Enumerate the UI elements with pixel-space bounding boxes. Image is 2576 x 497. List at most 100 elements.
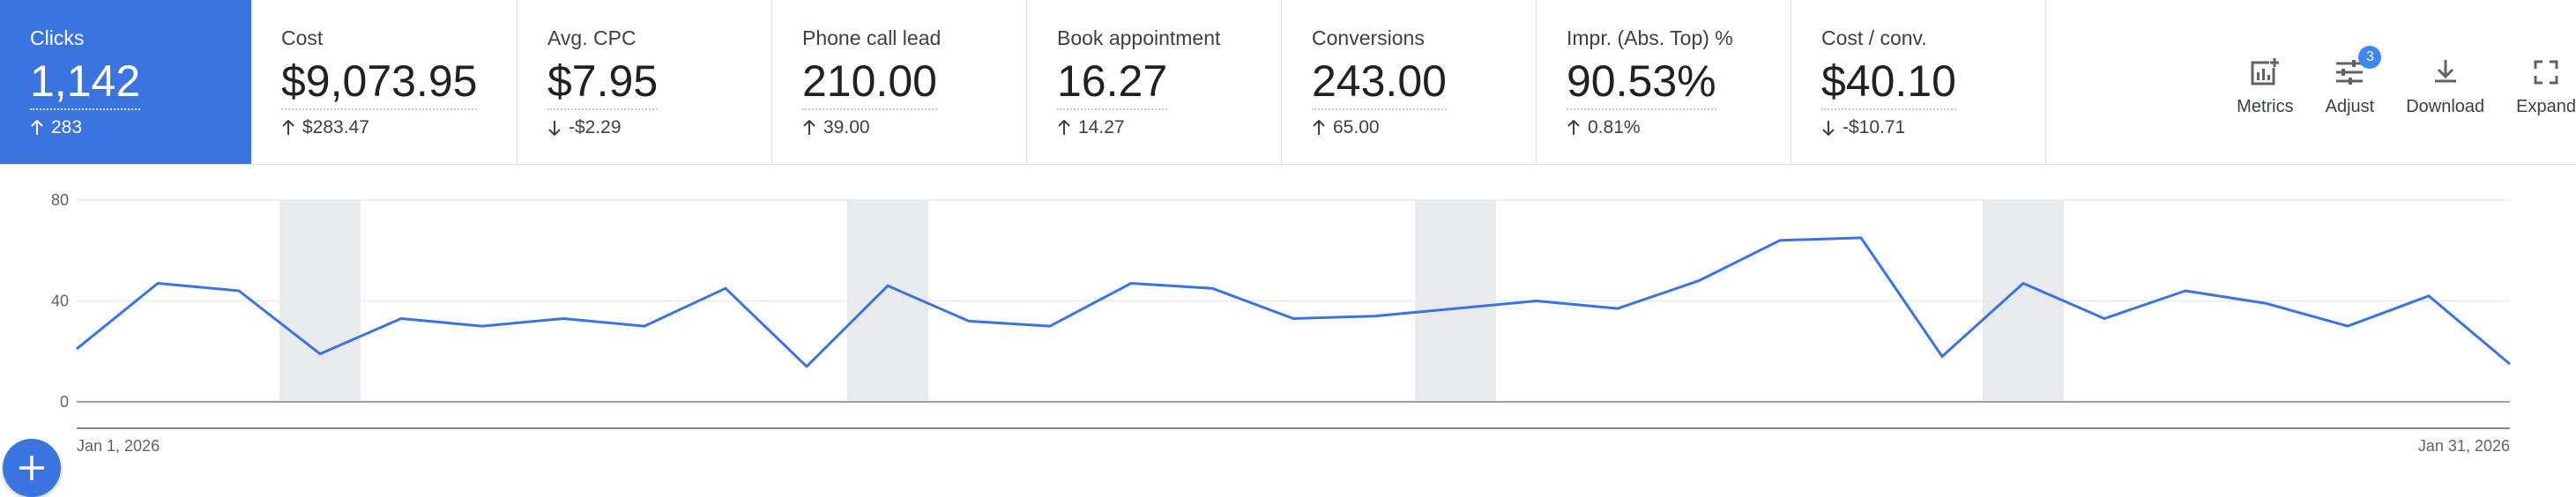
y-tick-label: 40 [51, 293, 69, 310]
x-end-label: Jan 31, 2026 [2418, 437, 2510, 455]
metric-delta: -$10.71 [1821, 117, 2045, 138]
data-point[interactable] [2020, 279, 2027, 286]
metric-delta-value: -$10.71 [1843, 117, 1906, 137]
metric-label: Cost / conv. [1821, 26, 1927, 49]
metric-bar: Clicks 1,142 283 Cost $9,073.95 $283.47 … [0, 0, 2576, 165]
metric-delta-value: 39.00 [823, 117, 870, 137]
metric-label: Conversions [1312, 26, 1425, 49]
data-point[interactable] [2263, 300, 2270, 307]
data-point[interactable] [235, 287, 242, 294]
metric-delta-value: 283 [51, 117, 83, 137]
arrow-up-icon [1567, 120, 1580, 135]
data-point[interactable] [560, 315, 567, 323]
expand-label: Expand [2516, 97, 2576, 116]
series-line [76, 236, 2511, 368]
metric-value: 1,142 [30, 56, 141, 110]
arrow-up-icon [1058, 120, 1070, 135]
data-point[interactable] [1939, 352, 1946, 360]
data-point[interactable] [1614, 305, 1621, 312]
data-point[interactable] [2182, 287, 2189, 294]
arrow-up-icon [31, 120, 43, 135]
data-point[interactable] [316, 351, 324, 358]
metric-delta: -$2.29 [547, 117, 771, 138]
data-point[interactable] [803, 363, 810, 370]
metric-value: $9,073.95 [281, 56, 478, 110]
metric-delta: 14.27 [1057, 117, 1281, 138]
data-point[interactable] [1046, 323, 1053, 330]
metric-delta: 283 [30, 117, 251, 138]
metric-delta-value: $283.47 [302, 117, 369, 137]
expand-button[interactable]: Expand [2516, 53, 2576, 117]
data-point[interactable] [479, 323, 486, 330]
metric-delta: 39.00 [802, 117, 1026, 138]
metric-label: Cost [281, 26, 324, 49]
data-point[interactable] [1695, 278, 1702, 285]
metric-card-clicks[interactable]: Clicks 1,142 283 [0, 0, 251, 164]
data-point[interactable] [641, 323, 648, 330]
metric-card-conversions[interactable]: Conversions 243.00 65.00 [1282, 0, 1537, 164]
arrow-up-icon [803, 120, 815, 135]
y-tick-label: 0 [60, 393, 69, 411]
metric-value: 16.27 [1057, 56, 1168, 110]
metric-delta-value: 0.81% [1588, 117, 1641, 137]
data-point[interactable] [1533, 298, 1540, 305]
metric-value: 90.53% [1567, 56, 1716, 110]
data-point[interactable] [1858, 234, 1865, 241]
metric-delta-value: 65.00 [1333, 117, 1380, 137]
arrow-up-icon [1313, 120, 1325, 135]
data-point[interactable] [1128, 279, 1135, 286]
metric-value: $40.10 [1821, 56, 1956, 110]
metric-value: $7.95 [547, 56, 659, 110]
metric-label: Book appointment [1057, 26, 1221, 49]
data-point[interactable] [1371, 313, 1378, 320]
data-point[interactable] [154, 279, 161, 286]
data-point[interactable] [722, 285, 729, 292]
data-point[interactable] [1776, 237, 1783, 244]
data-point[interactable] [2506, 360, 2513, 367]
x-start-label: Jan 1, 2026 [77, 437, 160, 455]
arrow-down-icon [548, 121, 561, 136]
arrow-down-icon [1822, 121, 1835, 136]
chart-toolbar: Metrics 3 Adjust Download Exp [2237, 0, 2576, 164]
arrow-up-icon [282, 120, 294, 135]
metric-card-avg-cpc[interactable]: Avg. CPC $7.95 -$2.29 [517, 0, 772, 164]
data-point[interactable] [2425, 293, 2432, 300]
metric-label: Clicks [30, 26, 85, 49]
data-point[interactable] [965, 317, 972, 324]
metric-label: Impr. (Abs. Top) % [1567, 26, 1733, 49]
data-point[interactable] [73, 345, 80, 352]
metric-card-impr-abs-top[interactable]: Impr. (Abs. Top) % 90.53% 0.81% [1537, 0, 1791, 164]
metric-delta-value: -$2.29 [569, 117, 622, 137]
clicks-line-chart: 0 40 80 Jan 1, 2026 Jan 31, 2026 [51, 191, 2513, 455]
adjust-button[interactable]: 3 Adjust [2325, 46, 2382, 117]
metric-delta-value: 14.27 [1078, 117, 1125, 137]
adjust-label: Adjust [2325, 97, 2375, 116]
metric-card-phone-call-lead[interactable]: Phone call lead 210.00 39.00 [772, 0, 1027, 164]
data-point[interactable] [1290, 315, 1297, 323]
download-icon [2426, 53, 2465, 92]
metric-card-book-appointment[interactable]: Book appointment 16.27 14.27 [1027, 0, 1282, 164]
metric-label: Phone call lead [802, 26, 942, 49]
metric-label: Avg. CPC [547, 26, 637, 49]
add-chart-icon [2245, 53, 2284, 92]
download-label: Download [2406, 97, 2485, 116]
metric-card-cost-per-conv[interactable]: Cost / conv. $40.10 -$10.71 [1791, 0, 2046, 164]
metrics-label: Metrics [2237, 97, 2294, 116]
add-fab-button[interactable] [3, 439, 61, 497]
metric-delta: $283.47 [281, 117, 517, 138]
data-point[interactable] [884, 282, 891, 289]
metrics-button[interactable]: Metrics [2237, 53, 2294, 117]
metric-value: 243.00 [1312, 56, 1447, 110]
download-button[interactable]: Download [2406, 53, 2484, 117]
data-point[interactable] [2101, 315, 2108, 323]
data-point[interactable] [1209, 285, 1216, 292]
data-point[interactable] [398, 315, 405, 323]
metric-delta: 65.00 [1312, 117, 1536, 138]
metric-card-cost[interactable]: Cost $9,073.95 $283.47 [251, 0, 517, 164]
data-point[interactable] [1452, 305, 1459, 312]
adjust-badge: 3 [2358, 46, 2382, 69]
metric-delta: 0.81% [1567, 117, 1791, 138]
metric-value: 210.00 [802, 56, 937, 110]
fullscreen-icon [2527, 53, 2565, 92]
data-point[interactable] [2344, 323, 2351, 330]
